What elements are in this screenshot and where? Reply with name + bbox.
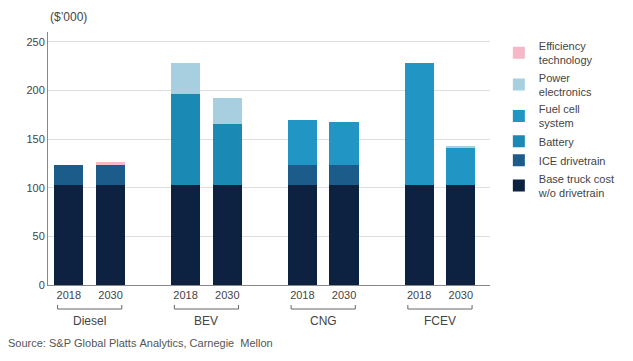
svg-text:2018: 2018 [407,289,431,301]
svg-text:FCEV: FCEV [424,314,456,328]
svg-text:($’000): ($’000) [50,10,87,24]
svg-text:0: 0 [39,279,45,291]
svg-text:2030: 2030 [332,289,356,301]
svg-text:ICE drivetrain: ICE drivetrain [539,155,606,167]
svg-text:Base truck costw/o drivetrain: Base truck costw/o drivetrain [538,173,614,199]
svg-text:Powerelectronics: Powerelectronics [539,72,592,98]
svg-text:Efficiencytechnology: Efficiencytechnology [539,40,593,66]
svg-text:BEV: BEV [194,314,218,328]
svg-text:Diesel: Diesel [73,314,106,328]
svg-text:CNG: CNG [310,314,337,328]
svg-text:2030: 2030 [449,289,473,301]
svg-text:100: 100 [26,182,44,194]
svg-text:2018: 2018 [57,289,81,301]
svg-text:50: 50 [33,230,45,242]
svg-text:2018: 2018 [173,289,197,301]
svg-text:Battery: Battery [539,136,574,148]
svg-text:2030: 2030 [98,289,122,301]
svg-text:Source: S&P Global Platts Anal: Source: S&P Global Platts Analytics, Car… [8,337,273,349]
svg-text:250: 250 [26,36,44,48]
svg-text:Fuel cellsystem: Fuel cellsystem [539,103,580,129]
svg-text:2018: 2018 [290,289,314,301]
svg-text:200: 200 [26,84,44,96]
svg-text:2030: 2030 [215,289,239,301]
svg-text:150: 150 [26,133,44,145]
